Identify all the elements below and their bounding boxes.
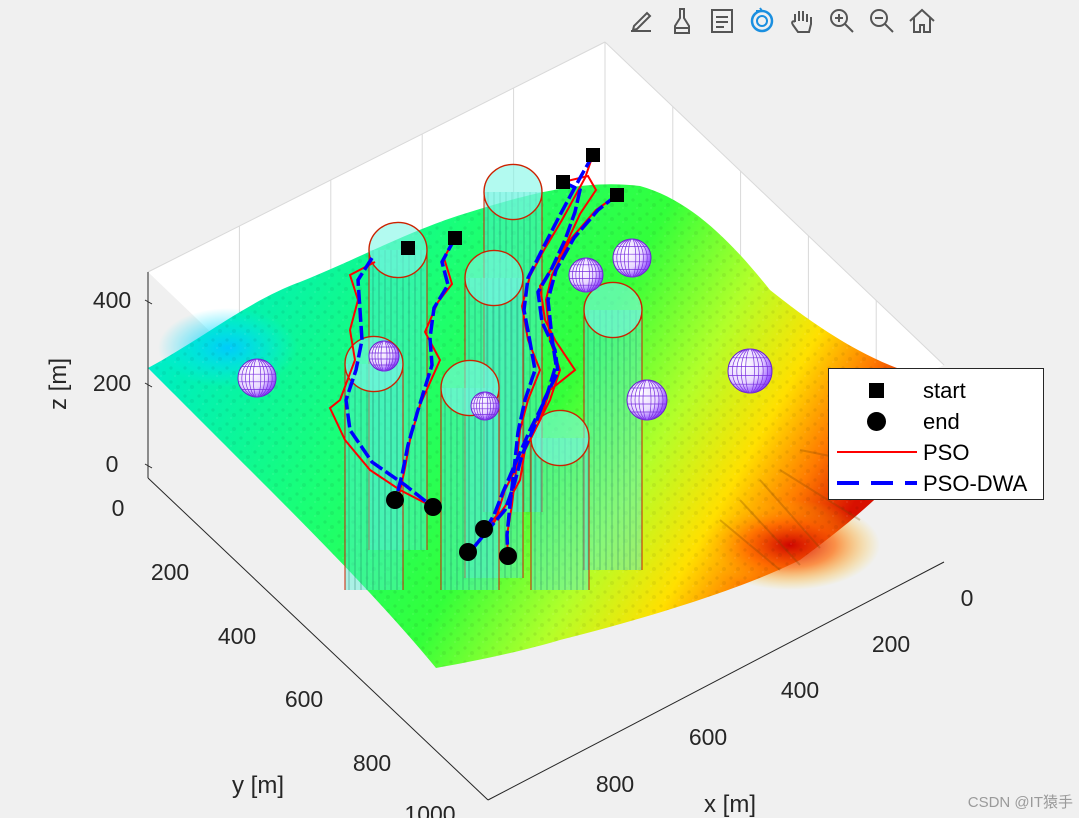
- sphere-obstacle: [568, 257, 604, 293]
- pso-path: [469, 174, 598, 553]
- dashed-line-icon: [837, 481, 917, 485]
- rotate-3d-button[interactable]: [744, 3, 780, 39]
- sphere-obstacle: [626, 379, 668, 421]
- y-axis: 0 200 400 600 800 1000: [112, 477, 489, 818]
- legend-label-pso-dwa: PSO-DWA: [923, 470, 1028, 496]
- x-axis-label: x [m]: [704, 791, 756, 818]
- datatip-button[interactable]: [704, 3, 740, 39]
- sphere-obstacles: [237, 238, 773, 421]
- x-tick-label: 400: [781, 677, 819, 703]
- legend-entry-pso: PSO: [829, 437, 1043, 468]
- x-axis: 0 200 400 600 800: [487, 561, 974, 801]
- start-end-markers: [386, 148, 624, 565]
- legend-entry-end: end: [829, 406, 1043, 437]
- z-axis: 0 200 400: [93, 272, 153, 478]
- legend-entry-start: start: [829, 375, 1043, 406]
- z-tick-label: 400: [93, 287, 131, 313]
- brush-icon: [674, 8, 690, 34]
- x-tick-label: 0: [961, 585, 974, 611]
- x-tick-label: 200: [872, 631, 910, 657]
- end-marker: [459, 543, 477, 561]
- sphere-obstacle: [727, 348, 773, 394]
- legend-label-end: end: [923, 408, 960, 434]
- cylinder-obstacle: [440, 359, 500, 590]
- z-axis-label: z [m]: [45, 358, 72, 410]
- cylinder-obstacles: [344, 163, 643, 590]
- pso-dwa-path: [344, 257, 435, 509]
- pan-button[interactable]: [784, 3, 820, 39]
- home-button[interactable]: [904, 3, 940, 39]
- sphere-obstacle: [368, 340, 400, 372]
- y-tick-label: 0: [112, 495, 125, 521]
- y-tick-label: 800: [353, 750, 391, 776]
- edit-button[interactable]: [624, 3, 660, 39]
- end-marker: [424, 498, 442, 516]
- paths: [328, 154, 619, 559]
- legend-label-start: start: [923, 377, 966, 403]
- end-marker: [475, 520, 493, 538]
- square-marker-icon: [869, 383, 884, 398]
- solid-line-icon: [837, 451, 917, 453]
- zoom-out-button[interactable]: [864, 3, 900, 39]
- sphere-obstacle: [612, 238, 652, 278]
- zoom-in-button[interactable]: [824, 3, 860, 39]
- y-axis-label: y [m]: [232, 772, 284, 799]
- legend-entry-pso-dwa: PSO-DWA: [829, 468, 1043, 499]
- pso-dwa-path: [393, 237, 457, 503]
- zoom-in-icon: [830, 9, 854, 33]
- pso-dwa-path: [505, 154, 595, 559]
- y-tick-label: 200: [151, 559, 189, 585]
- legend[interactable]: start end PSO PSO-DWA: [828, 368, 1044, 500]
- cylinder-obstacle: [530, 409, 590, 590]
- end-marker: [386, 491, 404, 509]
- start-marker: [610, 188, 624, 202]
- y-tick-label: 400: [218, 623, 256, 649]
- start-marker: [556, 175, 570, 189]
- circle-marker-icon: [867, 412, 886, 431]
- zoom-out-icon: [870, 9, 894, 33]
- x-tick-label: 600: [689, 724, 727, 750]
- sphere-obstacle: [237, 358, 277, 398]
- end-marker: [499, 547, 517, 565]
- cylinder-obstacle: [583, 281, 643, 570]
- x-tick-label: 800: [596, 771, 634, 797]
- pan-hand-icon: [791, 11, 812, 33]
- start-marker: [586, 148, 600, 162]
- start-marker: [448, 231, 462, 245]
- y-tick-label: 1000: [404, 801, 455, 818]
- y-tick-label: 600: [285, 686, 323, 712]
- pso-dwa-path: [483, 193, 619, 531]
- start-marker: [401, 241, 415, 255]
- rotate-3d-icon: [750, 7, 774, 33]
- brush-button[interactable]: [664, 3, 700, 39]
- edit-icon: [631, 11, 652, 32]
- z-tick-label: 200: [93, 370, 131, 396]
- datatip-icon: [711, 9, 733, 33]
- legend-label-pso: PSO: [923, 439, 970, 465]
- sphere-obstacle: [470, 391, 500, 421]
- z-tick-label: 0: [106, 451, 119, 477]
- figure-toolbar: [624, 2, 940, 40]
- home-icon: [909, 8, 935, 33]
- watermark: CSDN @IT猿手: [967, 794, 1073, 811]
- pso-path: [328, 261, 434, 508]
